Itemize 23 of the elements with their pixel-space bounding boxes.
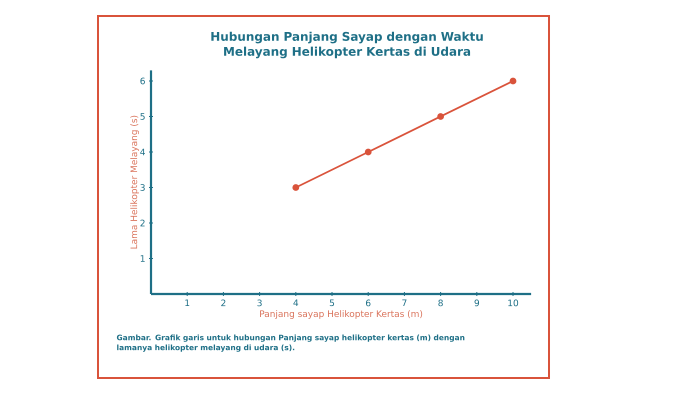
x-tick-label: 2 (221, 300, 226, 306)
y-tick-label: 6 (140, 78, 145, 84)
x-tick-label: 8 (438, 300, 443, 306)
y-axis-title: Lama Helikopter Melayang (s) (130, 116, 139, 248)
x-tick-label: 9 (474, 300, 480, 306)
point (510, 78, 516, 84)
x-axis-title: Panjang sayap Helikopter Kertas (m) (260, 310, 422, 319)
chart-title: Hubungan Panjang Sayap dengan Waktu Melayang Helikopter Kertas di Udara (211, 32, 483, 58)
x-tick-label: 5 (330, 300, 334, 306)
point (292, 184, 300, 191)
point (364, 148, 372, 156)
y-tick-label: 5 (140, 113, 145, 120)
y-tick-label: 3 (140, 184, 145, 191)
point (437, 113, 444, 120)
x-tick-label: 7 (402, 300, 406, 306)
y-tick-label: 4 (140, 148, 145, 156)
x-tick-label: 3 (257, 300, 262, 306)
y-tick-label: 1 (140, 255, 145, 262)
x-tick-label: 4 (293, 300, 298, 306)
x-tick-label: 6 (366, 300, 370, 306)
x-tick-label: 10 (508, 300, 518, 306)
x-tick-label: 1 (185, 300, 190, 306)
y-tick-label: 2 (140, 220, 145, 226)
